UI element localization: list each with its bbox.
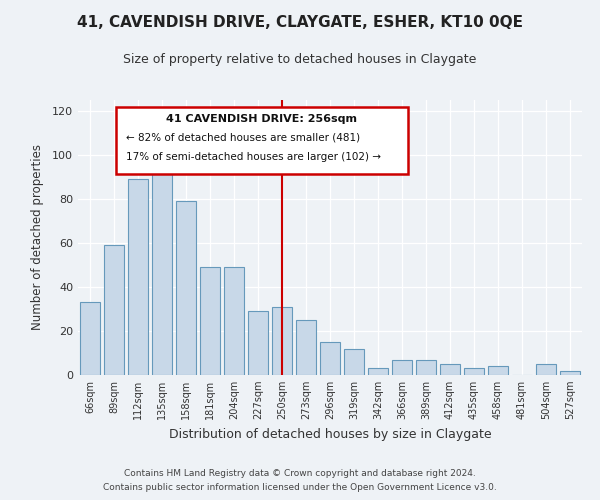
Bar [152,166,172,375]
FancyBboxPatch shape [116,107,408,174]
Bar [368,368,388,375]
Bar [440,364,460,375]
Bar [224,267,244,375]
Bar [488,366,508,375]
Bar [320,342,340,375]
Bar [344,348,364,375]
Bar [176,201,196,375]
Text: ← 82% of detached houses are smaller (481): ← 82% of detached houses are smaller (48… [126,133,360,143]
Bar [560,370,580,375]
Bar [296,320,316,375]
Bar [536,364,556,375]
Bar [200,267,220,375]
Text: Contains HM Land Registry data © Crown copyright and database right 2024.: Contains HM Land Registry data © Crown c… [124,468,476,477]
Text: 17% of semi-detached houses are larger (102) →: 17% of semi-detached houses are larger (… [126,152,381,162]
Bar [416,360,436,375]
Bar [104,245,124,375]
Bar [464,368,484,375]
Text: 41, CAVENDISH DRIVE, CLAYGATE, ESHER, KT10 0QE: 41, CAVENDISH DRIVE, CLAYGATE, ESHER, KT… [77,15,523,30]
Text: Size of property relative to detached houses in Claygate: Size of property relative to detached ho… [124,52,476,66]
Y-axis label: Number of detached properties: Number of detached properties [31,144,44,330]
Bar [80,302,100,375]
X-axis label: Distribution of detached houses by size in Claygate: Distribution of detached houses by size … [169,428,491,440]
Text: 41 CAVENDISH DRIVE: 256sqm: 41 CAVENDISH DRIVE: 256sqm [166,114,358,124]
Bar [392,360,412,375]
Bar [272,307,292,375]
Text: Contains public sector information licensed under the Open Government Licence v3: Contains public sector information licen… [103,484,497,492]
Bar [248,311,268,375]
Bar [128,179,148,375]
